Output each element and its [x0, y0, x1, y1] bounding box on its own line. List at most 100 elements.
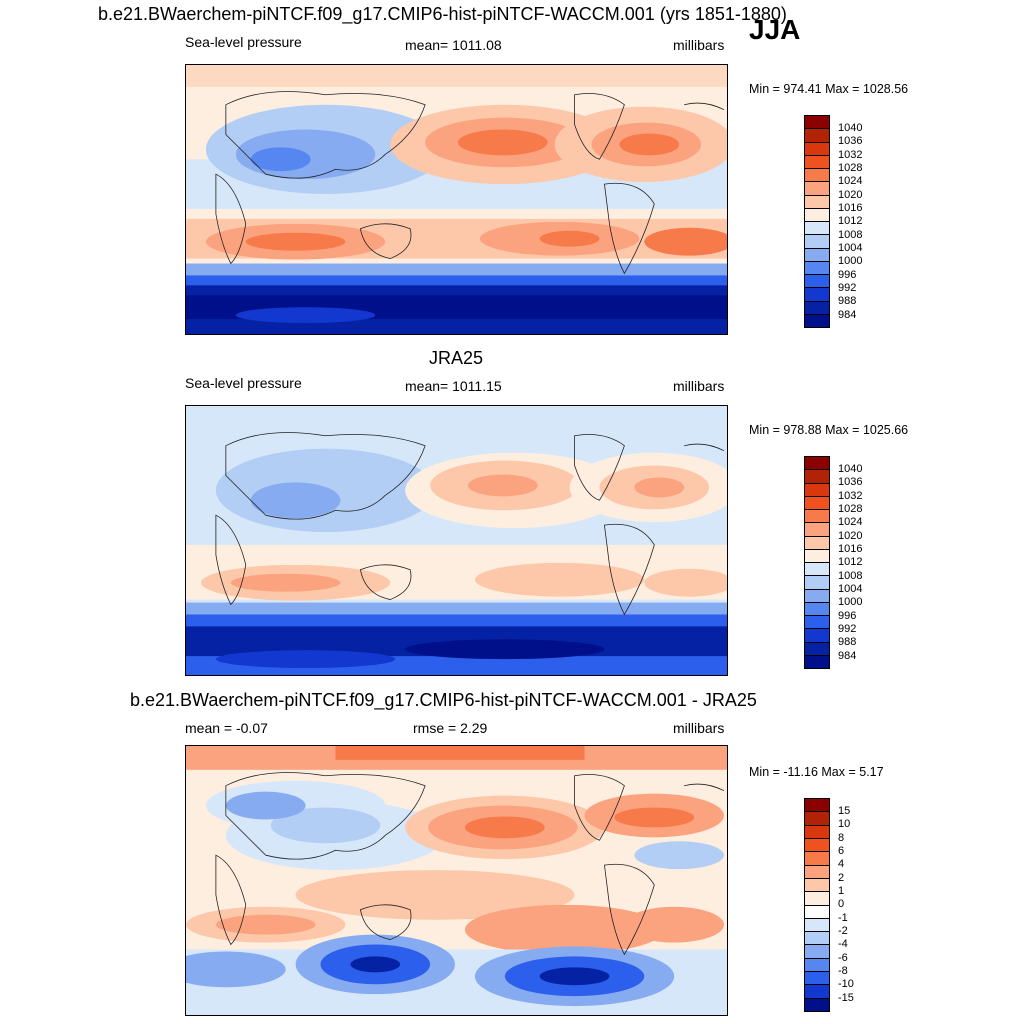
colorbar-label: -2: [838, 925, 848, 937]
colorbar-label: -15: [838, 992, 854, 1004]
panel2-title: JRA25: [429, 348, 484, 368]
colorbar-swatch: [805, 222, 829, 236]
panel3-colorbar: [804, 798, 830, 1012]
colorbar-label: 1: [838, 885, 845, 897]
colorbar-swatch: [805, 195, 829, 209]
colorbar-swatch: [805, 483, 829, 497]
panel3-units-label: millibars: [673, 720, 725, 736]
colorbar-swatch: [805, 470, 829, 484]
colorbar-label: 4: [838, 858, 845, 870]
colorbar-swatch: [805, 905, 829, 919]
colorbar-label: 1004: [838, 242, 863, 254]
colorbar-label: 996: [838, 269, 857, 281]
panel2-map: [185, 405, 728, 676]
colorbar-label: 1024: [838, 175, 863, 187]
colorbar-swatch: [805, 799, 829, 813]
colorbar-swatch: [805, 496, 829, 510]
panel1-variable-label: Sea-level pressure: [185, 34, 302, 50]
colorbar-swatch: [805, 248, 829, 262]
colorbar-label: 1032: [838, 149, 863, 161]
colorbar-swatch: [805, 275, 829, 289]
panel2-colorbar: [804, 456, 830, 669]
colorbar-label: 1000: [838, 596, 863, 608]
colorbar-label: 8: [838, 832, 845, 844]
panel2-minmax: Min = 978.88 Max = 1025.66: [749, 423, 909, 437]
panel2-variable-label: Sea-level pressure: [185, 375, 302, 391]
colorbar-swatch: [805, 129, 829, 143]
panel1-minmax: Min = 974.41 Max = 1028.56: [749, 82, 909, 96]
panel1-units-label: millibars: [673, 37, 725, 53]
colorbar-swatch: [805, 918, 829, 933]
colorbar-label: 0: [838, 898, 845, 910]
colorbar-label: 1040: [838, 463, 863, 475]
colorbar-label: 1036: [838, 135, 863, 147]
colorbar-swatch: [805, 812, 829, 826]
panel3-rmse-label: rmse = 2.29: [413, 720, 488, 736]
colorbar-swatch: [805, 945, 829, 959]
colorbar-label: 1032: [838, 490, 863, 502]
colorbar-swatch: [805, 314, 829, 327]
colorbar-label: 1012: [838, 215, 863, 227]
colorbar-label: 15: [838, 805, 851, 817]
colorbar-swatch: [805, 563, 829, 577]
colorbar-swatch: [805, 655, 829, 668]
colorbar-label: 1000: [838, 255, 863, 267]
colorbar-swatch: [805, 642, 829, 656]
panel1-title: b.e21.BWaerchem-piNTCF.f09_g17.CMIP6-his…: [98, 4, 787, 24]
colorbar-label: -10: [838, 978, 854, 990]
colorbar-swatch: [805, 549, 829, 563]
panel3-mean-label: mean = -0.07: [185, 720, 268, 736]
colorbar-label: 1024: [838, 516, 863, 528]
colorbar-swatch: [805, 629, 829, 643]
colorbar-label: 984: [838, 309, 857, 321]
colorbar-label: 988: [838, 295, 857, 307]
colorbar-swatch: [805, 536, 829, 550]
panel1-mean-label: mean= 1011.08: [405, 37, 502, 53]
colorbar-swatch: [805, 838, 829, 853]
colorbar-swatch: [805, 998, 829, 1011]
colorbar-swatch: [805, 116, 829, 130]
colorbar-swatch: [805, 892, 829, 906]
colorbar-swatch: [805, 523, 829, 537]
colorbar-swatch: [805, 182, 829, 196]
colorbar-label: 1008: [838, 570, 863, 582]
panel3-map: [185, 745, 728, 1016]
panel2-mean-label: mean= 1011.15: [405, 378, 502, 394]
panel3-minmax: Min = -11.16 Max = 5.17: [749, 765, 884, 779]
colorbar-label: 6: [838, 845, 845, 857]
colorbar-label: 1008: [838, 229, 863, 241]
colorbar-swatch: [805, 208, 829, 222]
colorbar-swatch: [805, 235, 829, 249]
colorbar-swatch: [805, 142, 829, 156]
colorbar-swatch: [805, 958, 829, 973]
colorbar-label: 1020: [838, 189, 863, 201]
colorbar-swatch: [805, 602, 829, 616]
colorbar-swatch: [805, 932, 829, 946]
panel1-colorbar: [804, 115, 830, 328]
colorbar-swatch: [805, 972, 829, 986]
colorbar-label: -4: [838, 938, 848, 950]
colorbar-label: 996: [838, 610, 857, 622]
colorbar-label: 1016: [838, 543, 863, 555]
colorbar-swatch: [805, 616, 829, 630]
colorbar-swatch: [805, 825, 829, 839]
colorbar-label: 1012: [838, 556, 863, 568]
colorbar-swatch: [805, 301, 829, 315]
colorbar-label: -8: [838, 965, 848, 977]
colorbar-label: 1016: [838, 202, 863, 214]
colorbar-swatch: [805, 852, 829, 866]
colorbar-swatch: [805, 576, 829, 590]
colorbar-label: 1028: [838, 162, 863, 174]
colorbar-label: 1004: [838, 583, 863, 595]
colorbar-label: 1028: [838, 503, 863, 515]
colorbar-label: 1020: [838, 530, 863, 542]
colorbar-label: 988: [838, 636, 857, 648]
colorbar-swatch: [805, 261, 829, 275]
colorbar-swatch: [805, 878, 829, 893]
season-label: JJA: [749, 14, 801, 45]
colorbar-label: 1036: [838, 476, 863, 488]
colorbar-swatch: [805, 288, 829, 302]
colorbar-swatch: [805, 155, 829, 169]
colorbar-label: 2: [838, 872, 845, 884]
panel3-title: b.e21.BWaerchem-piNTCF.f09_g17.CMIP6-his…: [130, 690, 757, 710]
